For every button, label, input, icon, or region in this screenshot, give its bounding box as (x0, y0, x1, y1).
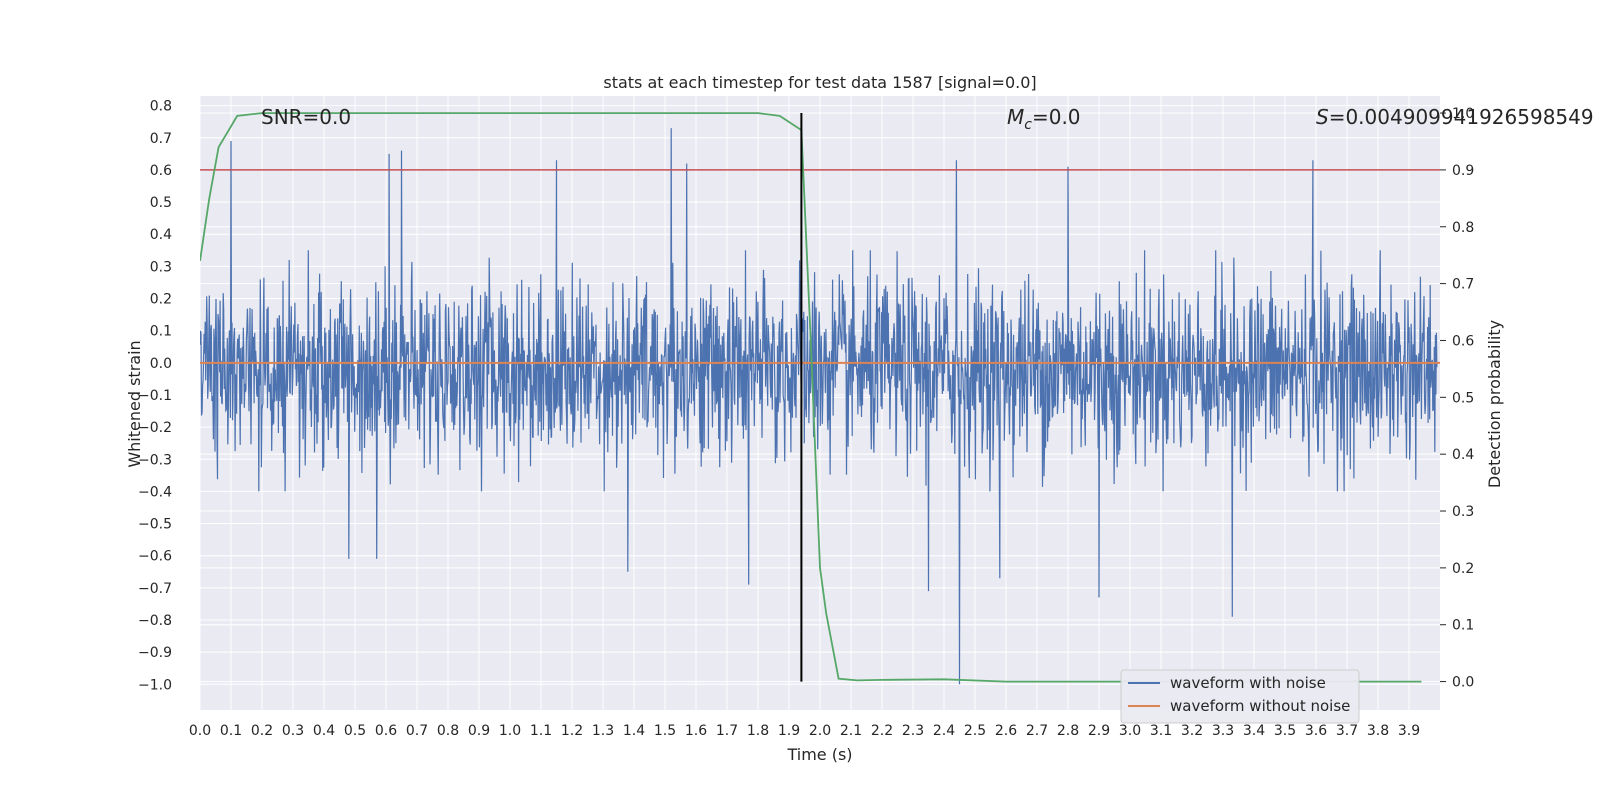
x-tick-label: 0.0 (189, 723, 211, 739)
x-tick-label: 0.6 (375, 723, 397, 739)
x-tick-label: 0.5 (344, 723, 366, 739)
y-tick-label: 0.3 (150, 259, 172, 275)
plot-area (200, 112, 1440, 685)
x-axis-label: Time (s) (786, 745, 852, 764)
y2-tick-label: 0.5 (1452, 390, 1474, 406)
y2-axis-ticks: 1.0 0.9 0.8 0.7 0.6 0.5 0.4 0.3 0.2 0.1 0.0 (1440, 106, 1474, 691)
y-tick-label: −0.2 (138, 420, 172, 436)
noise-waveform-line (200, 128, 1438, 685)
x-tick-label: 3.1 (1150, 723, 1172, 739)
y2-tick-label: 0.8 (1452, 220, 1474, 236)
x-axis-ticks: 0.0 0.1 0.2 0.3 0.4 0.5 0.6 0.7 0.8 0.9 1.0 1.1 1.2 1… (189, 723, 1420, 739)
y2-tick-label: 0.6 (1452, 333, 1474, 349)
x-tick-label: 2.5 (964, 723, 986, 739)
y2-tick-label: 0.1 (1452, 618, 1474, 634)
y2-tick-label: 0.2 (1452, 561, 1474, 577)
y-tick-label: −0.9 (138, 645, 172, 661)
x-tick-label: 2.8 (1057, 723, 1079, 739)
y-tick-label: −0.8 (138, 613, 172, 629)
overlay-series (200, 112, 1440, 683)
x-tick-label: 3.0 (1119, 723, 1141, 739)
y-tick-label: 0.4 (150, 227, 172, 243)
x-tick-label: 3.5 (1274, 723, 1296, 739)
chirp-mass-symbol: M (1007, 105, 1024, 129)
y-tick-label: −0.6 (138, 549, 172, 565)
x-tick-label: 3.2 (1181, 723, 1203, 739)
x-tick-label: 3.7 (1336, 723, 1358, 739)
x-tick-label: 1.0 (499, 723, 521, 739)
noise-series (200, 128, 1438, 685)
y-axis-ticks: 0.8 0.7 0.6 0.5 0.4 0.3 0.2 0.1 0.0 −0.1 −0.2 −0.3 −… (138, 99, 172, 694)
y-axis-label: Whitened strain (125, 340, 144, 467)
x-tick-label: 1.4 (623, 723, 645, 739)
x-tick-label: 2.2 (871, 723, 893, 739)
x-tick-label: 3.9 (1398, 723, 1420, 739)
x-tick-label: 1.3 (592, 723, 614, 739)
y-tick-label: −0.3 (138, 452, 172, 468)
s-value: =0.004909941926598549 (1329, 105, 1594, 129)
y2-tick-label: 0.9 (1452, 163, 1474, 179)
x-tick-label: 1.6 (685, 723, 707, 739)
x-tick-label: 1.7 (716, 723, 738, 739)
x-tick-label: 3.3 (1212, 723, 1234, 739)
y2-tick-label: 0.3 (1452, 504, 1474, 520)
chirp-mass-value: =0.0 (1032, 105, 1081, 129)
y-tick-label: −0.5 (138, 517, 172, 533)
y-tick-label: 0.2 (150, 292, 172, 308)
chirp-mass-annotation: Mc=0.0 (1007, 105, 1081, 133)
chart-title: stats at each timestep for test data 158… (603, 73, 1036, 92)
legend-label-clean: waveform without noise (1170, 697, 1350, 715)
y-tick-label: 0.1 (150, 324, 172, 340)
x-tick-label: 2.9 (1088, 723, 1110, 739)
s-symbol: S (1316, 105, 1329, 129)
y-tick-label: 0.5 (150, 195, 172, 211)
y2-tick-label: 0.0 (1452, 675, 1474, 691)
x-tick-label: 2.7 (1026, 723, 1048, 739)
y2-tick-label: 0.4 (1452, 447, 1474, 463)
x-tick-label: 1.2 (561, 723, 583, 739)
y-tick-label: −0.7 (138, 581, 172, 597)
s-annotation: S=0.004909941926598549 (1316, 105, 1594, 129)
x-tick-label: 0.7 (406, 723, 428, 739)
x-tick-label: 2.4 (933, 723, 955, 739)
x-tick-label: 1.1 (530, 723, 552, 739)
y-tick-label: −1.0 (138, 677, 172, 693)
x-tick-label: 3.8 (1367, 723, 1389, 739)
x-tick-label: 0.9 (468, 723, 490, 739)
y-tick-label: 0.0 (150, 356, 172, 372)
y-tick-label: −0.1 (138, 388, 172, 404)
legend-box (1120, 669, 1360, 724)
x-tick-label: 0.4 (313, 723, 335, 739)
chirp-mass-subscript: c (1024, 117, 1032, 133)
x-tick-label: 3.6 (1305, 723, 1327, 739)
x-tick-label: 0.1 (220, 723, 242, 739)
legend: waveform with noise waveform without noi… (1120, 669, 1360, 724)
legend-label-noise: waveform with noise (1170, 674, 1326, 692)
x-tick-label: 2.3 (902, 723, 924, 739)
x-tick-label: 3.4 (1243, 723, 1265, 739)
y-tick-label: 0.6 (150, 163, 172, 179)
x-tick-label: 1.9 (778, 723, 800, 739)
y-tick-label: −0.4 (138, 484, 172, 500)
x-tick-label: 2.0 (809, 723, 831, 739)
x-tick-label: 1.5 (654, 723, 676, 739)
x-tick-label: 0.8 (437, 723, 459, 739)
x-tick-label: 0.2 (251, 723, 273, 739)
x-tick-label: 2.6 (995, 723, 1017, 739)
y-tick-label: 0.8 (150, 99, 172, 115)
y2-tick-label: 0.7 (1452, 277, 1474, 293)
snr-annotation: SNR=0.0 (261, 105, 351, 129)
x-tick-label: 0.3 (282, 723, 304, 739)
y-tick-label: 0.7 (150, 131, 172, 147)
y2-axis-label: Detection probability (1485, 320, 1504, 488)
x-tick-label: 1.8 (747, 723, 769, 739)
x-tick-label: 2.1 (840, 723, 862, 739)
y2-tick-label: 1.0 (1452, 106, 1474, 122)
